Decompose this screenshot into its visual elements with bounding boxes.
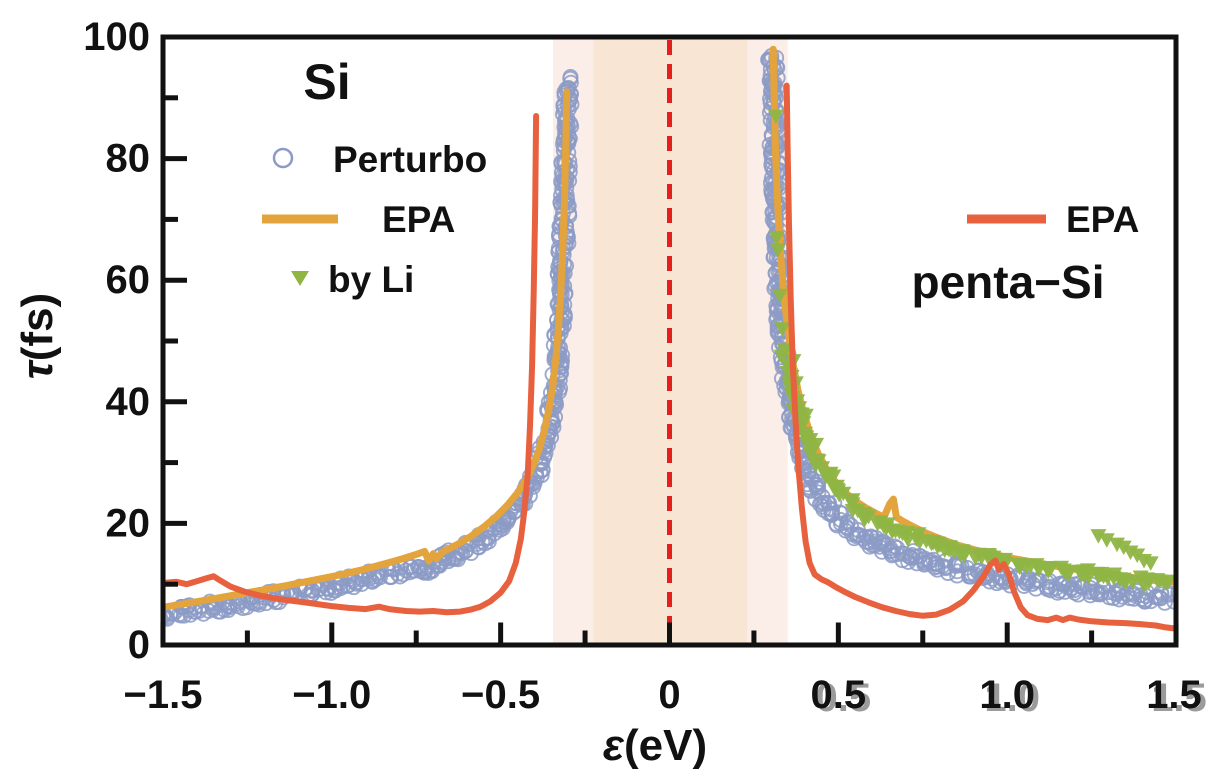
open-circle-marker-icon: [272, 147, 294, 169]
x-axis-unit: (eV): [624, 721, 707, 770]
legend-penta-si: EPA penta−Si: [911, 199, 1139, 308]
x-tick-label-ghost: 0.5: [815, 676, 871, 720]
x-axis-title: ε(eV): [603, 721, 707, 770]
x-tick-label: 1.0: [979, 673, 1035, 717]
x-axis-tick-labels: 0.5 1.0 1.5 −1.5 −1.0 −0.5 0 0.5 1.0 1.5: [124, 673, 1207, 720]
y-axis-tick-labels: 0 20 40 60 80 100: [83, 15, 150, 667]
axis-ticks: [160, 34, 1179, 648]
y-axis-unit: (fs): [13, 293, 62, 361]
legend-penta-epa-label: EPA: [1066, 199, 1139, 240]
x-tick-label-ghost: 1.0: [984, 676, 1040, 720]
triangle-down-marker-icon: [291, 271, 309, 286]
epsilon-symbol: ε: [603, 721, 625, 770]
y-tick-label: 60: [106, 258, 151, 302]
x-tick-label-ghost: 1.5: [1151, 676, 1207, 720]
y-tick-label: 0: [128, 623, 150, 667]
x-tick-label: −0.5: [461, 673, 540, 717]
y-tick-label: 40: [106, 380, 151, 424]
x-tick-label: 1.5: [1146, 673, 1202, 717]
y-tick-label: 100: [83, 15, 150, 59]
y-tick-label: 80: [106, 137, 151, 181]
series-si-by-li: [767, 109, 1174, 594]
y-tick-label: 20: [106, 501, 151, 545]
y-axis-title: τ(fs): [13, 293, 62, 379]
series-penta-si-epa: [165, 82, 1174, 632]
legend-si-epa-label: EPA: [382, 199, 455, 240]
x-tick-label: 0.5: [810, 673, 866, 717]
plot-area: [165, 39, 1174, 643]
legend-si-title: Si: [303, 54, 350, 110]
tau-symbol: τ: [13, 359, 62, 379]
plot-frame: [160, 34, 1179, 648]
x-tick-label: 0: [658, 673, 680, 717]
x-tick-label: −1.0: [292, 673, 371, 717]
legend-penta-title: penta−Si: [911, 256, 1104, 308]
legend-si-perturbo-label: Perturbo: [333, 139, 487, 180]
legend-si-byli-label: by Li: [328, 259, 414, 300]
legend-si: Si Perturbo EPA by Li: [262, 54, 487, 300]
x-tick-label: −1.5: [124, 673, 203, 717]
